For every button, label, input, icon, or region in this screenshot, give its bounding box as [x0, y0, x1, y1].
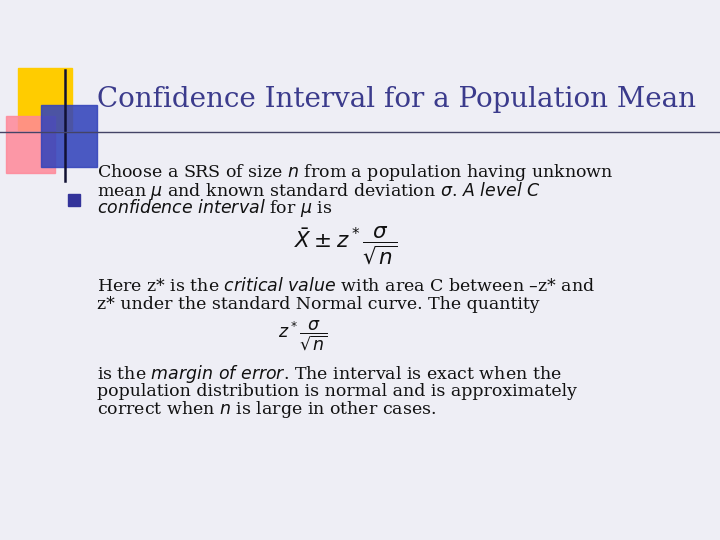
Text: Choose a SRS of size $n$ from a population having unknown: Choose a SRS of size $n$ from a populati…	[97, 163, 613, 183]
Text: population distribution is normal and is approximately: population distribution is normal and is…	[97, 383, 577, 400]
Text: z* under the standard Normal curve. The quantity: z* under the standard Normal curve. The …	[97, 295, 540, 313]
Text: is the $margin$ $of$ $error$. The interval is exact when the: is the $margin$ $of$ $error$. The interv…	[97, 363, 562, 384]
Text: $z^* \dfrac{\sigma}{\sqrt{n}}$: $z^* \dfrac{\sigma}{\sqrt{n}}$	[277, 319, 328, 353]
Text: Confidence Interval for a Population Mean: Confidence Interval for a Population Mea…	[97, 86, 696, 113]
Bar	[68, 194, 80, 206]
Text: correct when $n$ is large in other cases.: correct when $n$ is large in other cases…	[97, 399, 436, 420]
Text: Here z* is the $critical$ $value$ with area C between –z* and: Here z* is the $critical$ $value$ with a…	[97, 277, 595, 295]
Text: mean $\mu$ and known standard deviation $\sigma$. $A$ $level$ $C$: mean $\mu$ and known standard deviation …	[97, 180, 541, 201]
Bar	[6, 116, 55, 173]
Text: $confidence$ $interval$ for $\mu$ is: $confidence$ $interval$ for $\mu$ is	[97, 198, 333, 219]
Text: $\bar{X} \pm z^* \dfrac{\sigma}{\sqrt{n}}$: $\bar{X} \pm z^* \dfrac{\sigma}{\sqrt{n}…	[294, 225, 397, 267]
Bar	[18, 68, 72, 130]
Bar	[41, 105, 97, 167]
